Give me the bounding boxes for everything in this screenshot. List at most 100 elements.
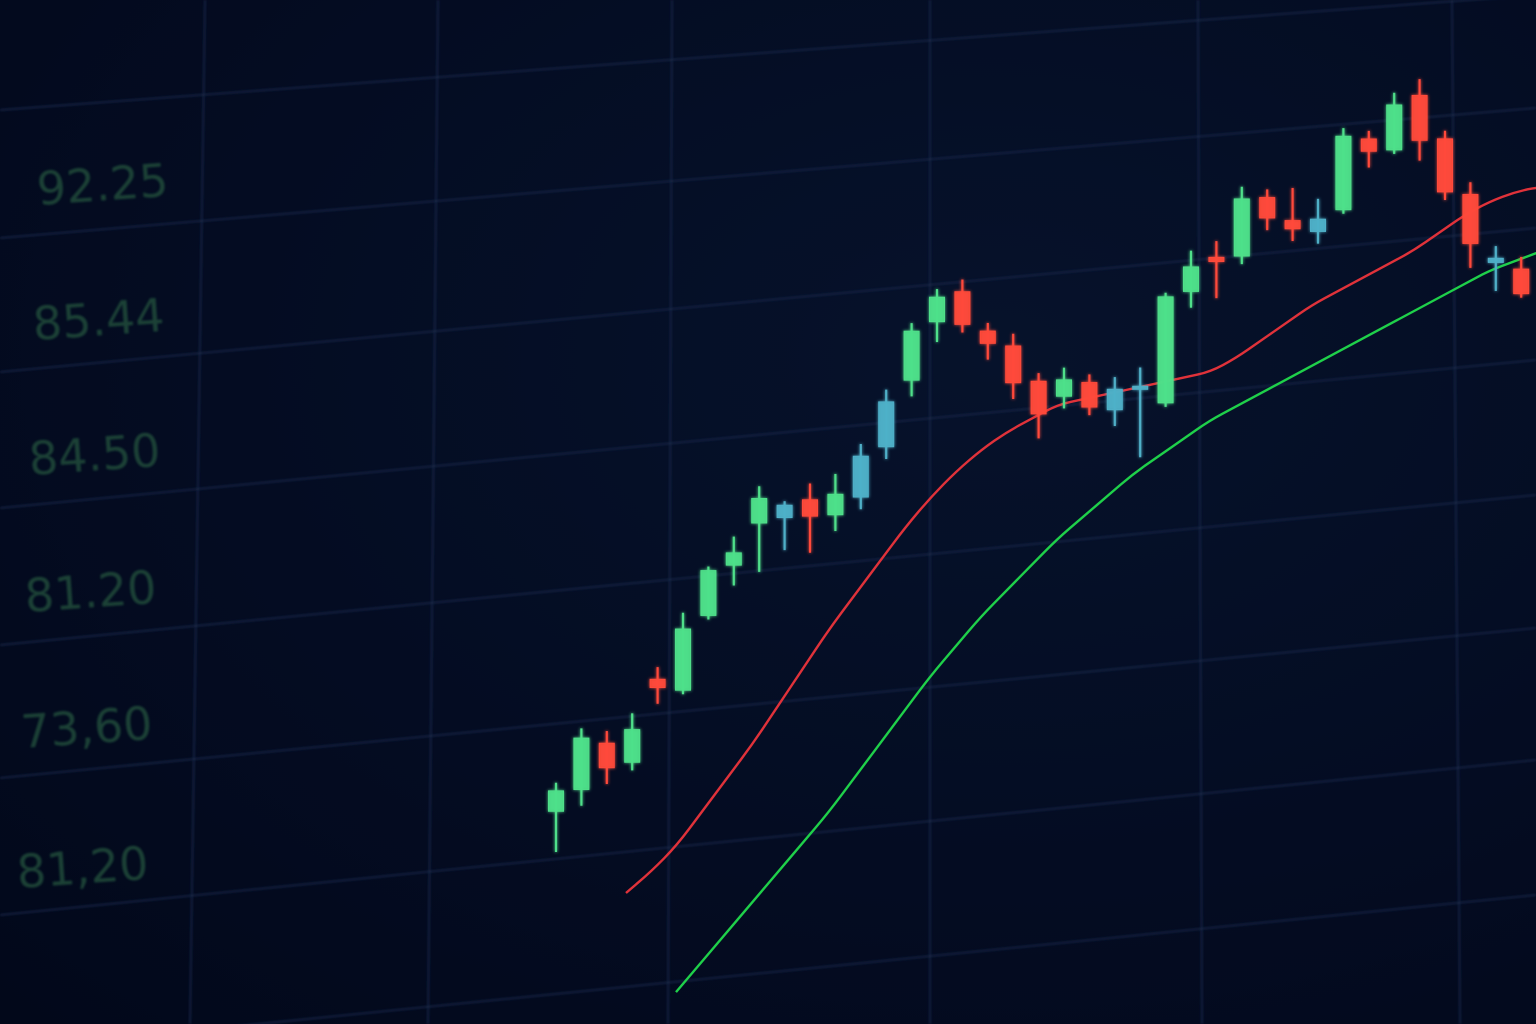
candle bbox=[802, 483, 818, 553]
candle bbox=[548, 782, 564, 852]
candle-body bbox=[1208, 256, 1225, 262]
candle-body bbox=[548, 790, 564, 812]
candle bbox=[979, 322, 996, 360]
y-tick-label: 92.25 bbox=[35, 153, 170, 216]
candle-body bbox=[878, 401, 895, 448]
candle bbox=[878, 389, 895, 459]
candle-body bbox=[776, 504, 793, 519]
candle-body bbox=[1335, 135, 1352, 211]
candle bbox=[954, 279, 971, 333]
candle bbox=[1183, 250, 1199, 308]
candle bbox=[776, 501, 793, 551]
y-tick-label: 81,20 bbox=[15, 836, 150, 899]
candle bbox=[1208, 241, 1225, 299]
candle bbox=[1335, 128, 1352, 214]
candle-body bbox=[700, 570, 717, 616]
candle bbox=[675, 612, 691, 695]
candle-body bbox=[1132, 385, 1149, 390]
candle bbox=[1081, 374, 1098, 416]
candle bbox=[598, 731, 615, 785]
grid-line-vertical bbox=[1451, 0, 1461, 1024]
candle-body bbox=[624, 729, 641, 763]
candle-body bbox=[1233, 198, 1250, 257]
candle bbox=[1462, 182, 1479, 268]
candle-body bbox=[929, 296, 945, 323]
grid-line-vertical bbox=[1197, 0, 1203, 1024]
candle bbox=[573, 728, 590, 806]
candle bbox=[1284, 188, 1301, 241]
candle-body bbox=[1183, 266, 1199, 292]
candle bbox=[852, 444, 869, 510]
candle-body bbox=[1487, 257, 1504, 263]
y-tick-label: 85.44 bbox=[31, 288, 166, 351]
candle bbox=[1360, 130, 1377, 168]
grid-line-horizontal bbox=[0, 107, 1536, 239]
candle-body bbox=[802, 499, 818, 517]
ma-slow-line bbox=[675, 251, 1536, 993]
candle-body bbox=[598, 742, 615, 769]
candle-body bbox=[954, 291, 971, 325]
candle bbox=[903, 323, 920, 397]
candle-body bbox=[1360, 138, 1377, 152]
grid-line-horizontal bbox=[0, 359, 1536, 509]
candle bbox=[700, 566, 717, 620]
y-tick-label: 81.20 bbox=[23, 560, 158, 623]
candle-body bbox=[1056, 379, 1072, 397]
candle bbox=[1005, 333, 1022, 399]
candle bbox=[1056, 367, 1072, 409]
grid-line-vertical bbox=[427, 0, 439, 1024]
candle-body bbox=[1106, 388, 1123, 411]
candle bbox=[1157, 292, 1174, 407]
candle-body bbox=[1030, 380, 1047, 415]
candle bbox=[725, 536, 742, 586]
candle bbox=[1310, 198, 1326, 244]
candles bbox=[548, 79, 1530, 852]
candle-body bbox=[852, 455, 869, 498]
candle-body bbox=[1310, 218, 1326, 232]
grid-line-horizontal bbox=[0, 0, 1483, 111]
candle bbox=[1030, 373, 1047, 439]
candle-body bbox=[1005, 345, 1022, 384]
candle bbox=[929, 289, 945, 343]
candle-body bbox=[1157, 296, 1174, 404]
candle bbox=[1106, 377, 1123, 426]
candle bbox=[1386, 92, 1403, 154]
candle-body bbox=[649, 678, 666, 688]
candle bbox=[1487, 246, 1504, 291]
grid-line-horizontal bbox=[0, 494, 1536, 646]
candle-body bbox=[573, 737, 590, 790]
grid-line-vertical bbox=[667, 0, 673, 1024]
candle bbox=[649, 667, 666, 704]
candle-body bbox=[725, 552, 742, 566]
candle bbox=[624, 713, 641, 771]
y-axis-ticks: 92.25 85.44 84.50 81.20 73,60 81,20 bbox=[15, 153, 170, 899]
grid-line-horizontal bbox=[247, 894, 1536, 1024]
candle-body bbox=[903, 330, 920, 381]
grid-line-horizontal bbox=[0, 627, 1536, 779]
candle-body bbox=[1462, 194, 1479, 244]
candle-body bbox=[1284, 220, 1301, 230]
candle-body bbox=[827, 493, 844, 516]
candle bbox=[1513, 256, 1530, 298]
grid-line-horizontal bbox=[0, 759, 1536, 916]
candle-body bbox=[1513, 268, 1530, 295]
grid-line-horizontal bbox=[0, 227, 1536, 373]
y-tick-label: 73,60 bbox=[19, 696, 154, 759]
candle bbox=[1132, 367, 1149, 458]
candle-body bbox=[675, 628, 691, 691]
candle-body bbox=[1386, 104, 1403, 151]
candle bbox=[751, 486, 768, 572]
candle-body bbox=[751, 498, 768, 524]
candle-body bbox=[1081, 382, 1098, 408]
y-tick-label: 84.50 bbox=[27, 423, 162, 486]
candle-body bbox=[1437, 138, 1453, 193]
candle bbox=[1233, 186, 1250, 265]
grid-line-vertical bbox=[189, 0, 206, 1024]
candle bbox=[827, 473, 844, 532]
candle-body bbox=[1259, 197, 1276, 219]
candle-body bbox=[979, 330, 996, 344]
candle-body bbox=[1411, 94, 1428, 141]
